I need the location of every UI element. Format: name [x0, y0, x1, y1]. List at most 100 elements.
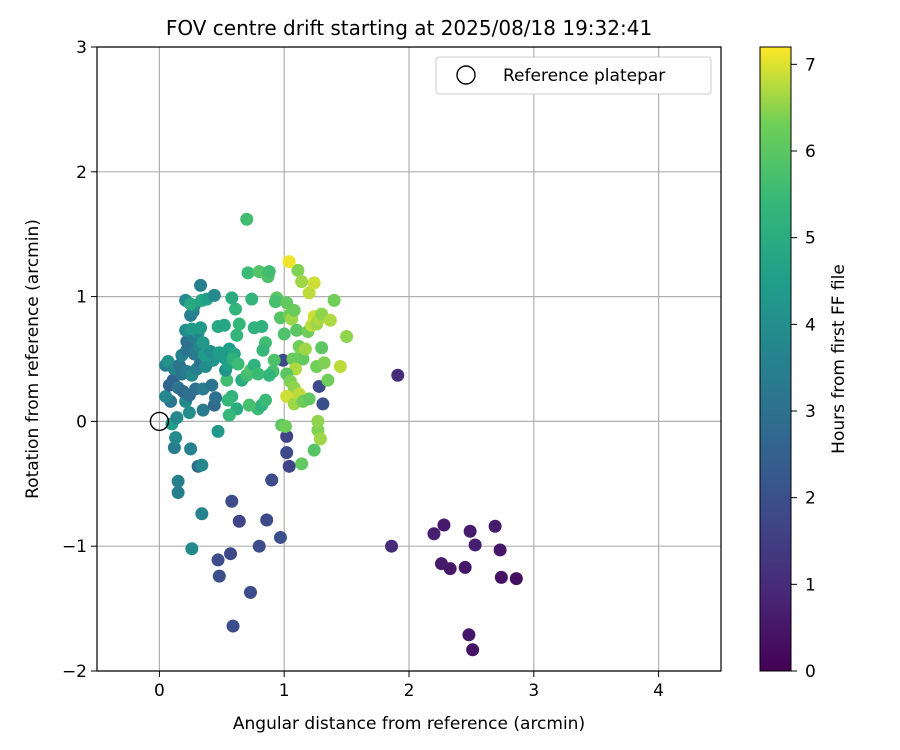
- scatter-point: [245, 292, 259, 306]
- scatter-point: [217, 318, 231, 332]
- scatter-point: [252, 539, 266, 553]
- scatter-point: [323, 313, 337, 327]
- scatter-point: [340, 330, 354, 344]
- scatter-point: [493, 543, 507, 557]
- colorbar-tick-label: 4: [805, 315, 816, 335]
- scatter-point: [302, 392, 316, 406]
- y-axis-label: Rotation from reference (arcmin): [23, 219, 43, 499]
- x-tick-label: 0: [154, 681, 165, 701]
- legend-entry-label: Reference platepar: [503, 66, 665, 86]
- colorbar-tick-label: 6: [805, 142, 816, 162]
- scatter-point: [211, 553, 225, 567]
- colorbar-tick-label: 3: [805, 402, 816, 422]
- scatter-point: [307, 276, 321, 290]
- scatter-point: [278, 419, 292, 433]
- scatter-point: [225, 494, 239, 508]
- scatter-point: [209, 391, 223, 405]
- scatter-point: [313, 432, 327, 446]
- scatter-point: [244, 585, 258, 599]
- scatter-point: [295, 457, 309, 471]
- scatter-point: [307, 443, 321, 457]
- scatter-point: [282, 459, 296, 473]
- scatter-point: [232, 514, 246, 528]
- scatter-point: [170, 411, 184, 425]
- colorbar-tick-label: 7: [805, 55, 816, 75]
- scatter-point: [462, 628, 476, 642]
- scatter-point: [290, 323, 304, 337]
- scatter-point: [159, 389, 173, 403]
- scatter-point: [215, 350, 229, 364]
- scatter-point: [225, 291, 239, 305]
- colorbar-tick-label: 1: [805, 575, 816, 595]
- scatter-point: [194, 321, 208, 335]
- scatter-point: [184, 442, 198, 456]
- scatter-points: [159, 212, 523, 657]
- colorbar: 0 1 2 3 4 5 6 7 Hours from first FF file: [759, 46, 849, 682]
- scatter-point: [268, 295, 282, 309]
- scatter-point: [194, 278, 208, 292]
- y-tick-label: −2: [62, 662, 87, 682]
- scatter-point: [295, 275, 309, 289]
- scatter-point: [280, 446, 294, 460]
- scatter-point: [185, 542, 199, 556]
- scatter-point: [316, 397, 330, 411]
- scatter-point: [311, 414, 325, 428]
- scatter-point: [287, 303, 301, 317]
- scatter-point: [463, 524, 477, 538]
- scatter-point: [321, 373, 335, 387]
- scatter-point: [196, 403, 210, 417]
- legend: Reference platepar: [435, 56, 712, 95]
- scatter-point: [207, 288, 221, 302]
- scatter-point: [255, 320, 269, 334]
- scatter-point: [315, 341, 329, 355]
- axis-ticks: 0 1 2 3 4 −2 −1 0 1 2 3: [62, 38, 664, 701]
- scatter-point: [265, 473, 279, 487]
- scatter-point: [226, 619, 240, 633]
- scatter-point: [231, 357, 245, 371]
- y-tick-label: 1: [76, 288, 87, 308]
- colorbar-tick-label: 2: [805, 489, 816, 509]
- scatter-point: [286, 352, 300, 366]
- scatter-point: [256, 343, 270, 357]
- scatter-point: [385, 539, 399, 553]
- scatter-point: [229, 302, 243, 316]
- scatter-point: [291, 263, 305, 277]
- scatter-point: [317, 356, 331, 370]
- colorbar-label: Hours from first FF file: [829, 264, 849, 454]
- scatter-point: [296, 352, 310, 366]
- x-tick-label: 3: [528, 681, 539, 701]
- colorbar-tick-label: 5: [805, 229, 816, 249]
- scatter-point: [221, 393, 235, 407]
- legend-box: [435, 56, 712, 95]
- y-tick-label: 2: [76, 163, 87, 183]
- y-tick-label: 0: [76, 412, 87, 432]
- scatter-point: [302, 286, 316, 300]
- scatter-point: [224, 547, 238, 561]
- scatter-point: [282, 255, 296, 269]
- y-tick-label: 3: [76, 38, 87, 58]
- scatter-point: [211, 424, 225, 438]
- colorbar-ticks: 0 1 2 3 4 5 6 7: [791, 55, 816, 682]
- scatter-point: [171, 486, 185, 500]
- scatter-point: [196, 336, 210, 350]
- plot-frame: [96, 46, 722, 672]
- scatter-point: [267, 353, 281, 367]
- scatter-point: [273, 530, 287, 544]
- scatter-point: [443, 562, 457, 576]
- reference-platepar-marker: [149, 411, 170, 432]
- scatter-point: [220, 373, 234, 387]
- scatter-point: [169, 431, 183, 445]
- scatter-point: [260, 513, 274, 527]
- scatter-point: [222, 408, 236, 422]
- scatter-point: [184, 297, 198, 311]
- scatter-point: [251, 367, 265, 381]
- scatter-point: [212, 569, 226, 583]
- scatter-point: [232, 317, 246, 331]
- colorbar-tick-label: 0: [805, 662, 816, 682]
- scatter-point: [167, 441, 181, 455]
- scatter-point: [182, 406, 196, 420]
- scatter-point: [195, 507, 209, 521]
- scatter-point: [391, 368, 405, 382]
- scatter-point: [205, 378, 219, 392]
- legend-reference-marker: [456, 65, 476, 85]
